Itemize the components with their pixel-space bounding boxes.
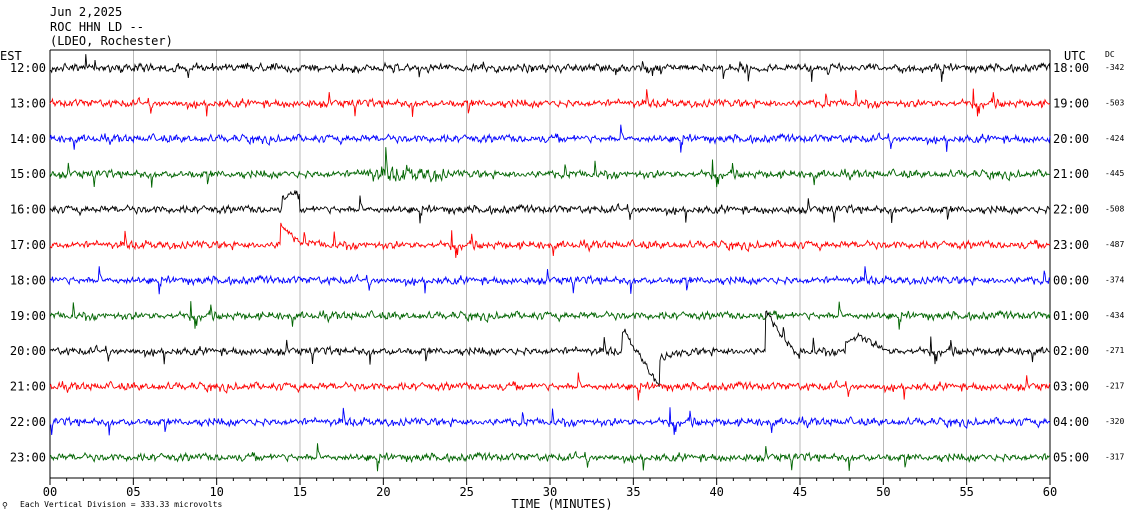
trace-18:00 bbox=[49, 266, 1051, 295]
row-dc-value-14:00: -424 bbox=[1105, 134, 1124, 143]
row-label-local-20:00: 20:00 bbox=[10, 344, 46, 358]
x-tick-label-20: 20 bbox=[376, 485, 390, 499]
row-label-local-15:00: 15:00 bbox=[10, 167, 46, 181]
x-tick-label-05: 05 bbox=[126, 485, 140, 499]
x-tick-label-25: 25 bbox=[459, 485, 473, 499]
row-label-local-19:00: 19:00 bbox=[10, 309, 46, 323]
row-label-utc-04:00: 04:00 bbox=[1053, 415, 1089, 429]
x-tick-label-00: 00 bbox=[43, 485, 57, 499]
row-label-utc-19:00: 19:00 bbox=[1053, 96, 1089, 110]
x-tick-label-40: 40 bbox=[709, 485, 723, 499]
row-label-utc-20:00: 20:00 bbox=[1053, 132, 1089, 146]
x-tick-label-55: 55 bbox=[959, 485, 973, 499]
row-dc-value-15:00: -445 bbox=[1105, 169, 1124, 178]
row-label-local-14:00: 14:00 bbox=[10, 132, 46, 146]
row-dc-value-13:00: -503 bbox=[1105, 98, 1124, 107]
trace-16:00 bbox=[49, 190, 1051, 224]
trace-20:00 bbox=[49, 310, 1051, 388]
trace-19:00 bbox=[49, 301, 1051, 330]
row-label-local-18:00: 18:00 bbox=[10, 273, 46, 287]
row-dc-value-12:00: -342 bbox=[1105, 63, 1124, 72]
row-label-local-16:00: 16:00 bbox=[10, 203, 46, 217]
scale-icon: ⚲ bbox=[2, 501, 8, 510]
header-network: (LDEO, Rochester) bbox=[50, 34, 173, 48]
left-timezone-label: EST bbox=[0, 49, 22, 63]
x-tick-label-30: 30 bbox=[543, 485, 557, 499]
row-label-local-12:00: 12:00 bbox=[10, 61, 46, 75]
trace-21:00 bbox=[49, 372, 1051, 401]
x-axis-label: TIME (MINUTES) bbox=[511, 497, 612, 511]
header-date: Jun 2,2025 bbox=[50, 5, 122, 19]
x-axis-ticks: 00 05 10 15 20 25 30 35 40 45 50 55 60 bbox=[43, 478, 1057, 499]
trace-15:00 bbox=[49, 147, 1051, 188]
row-label-utc-22:00: 22:00 bbox=[1053, 203, 1089, 217]
row-dc-value-21:00: -217 bbox=[1105, 382, 1124, 391]
row-label-utc-21:00: 21:00 bbox=[1053, 167, 1089, 181]
dc-header-label: DC bbox=[1105, 50, 1115, 59]
trace-14:00 bbox=[49, 124, 1051, 153]
row-label-local-21:00: 21:00 bbox=[10, 380, 46, 394]
footer-scale-note: Each Vertical Division = 333.33 microvol… bbox=[20, 500, 222, 509]
header-station: ROC HHN LD -- bbox=[50, 20, 144, 34]
row-label-utc-05:00: 05:00 bbox=[1053, 450, 1089, 464]
row-dc-value-23:00: -317 bbox=[1105, 452, 1124, 461]
trace-23:00 bbox=[49, 443, 1051, 472]
row-dc-value-20:00: -271 bbox=[1105, 346, 1124, 355]
row-label-utc-23:00: 23:00 bbox=[1053, 238, 1089, 252]
x-tick-label-35: 35 bbox=[626, 485, 640, 499]
row-dc-value-17:00: -487 bbox=[1105, 240, 1124, 249]
x-tick-label-50: 50 bbox=[876, 485, 890, 499]
x-tick-label-60: 60 bbox=[1043, 485, 1057, 499]
right-timezone-label: UTC bbox=[1064, 49, 1086, 63]
row-label-local-13:00: 13:00 bbox=[10, 96, 46, 110]
row-dc-value-16:00: -508 bbox=[1105, 205, 1124, 214]
row-label-utc-03:00: 03:00 bbox=[1053, 380, 1089, 394]
row-label-utc-01:00: 01:00 bbox=[1053, 309, 1089, 323]
trace-12:00 bbox=[49, 54, 1051, 82]
row-dc-value-18:00: -374 bbox=[1105, 275, 1124, 284]
x-tick-label-15: 15 bbox=[293, 485, 307, 499]
row-labels: 12:00 18:00 -342 13:00 19:00 -503 14:00 20:00 -4… bbox=[10, 61, 1125, 464]
row-label-local-23:00: 23:00 bbox=[10, 450, 46, 464]
trace-17:00 bbox=[49, 222, 1051, 258]
row-label-utc-18:00: 18:00 bbox=[1053, 61, 1089, 75]
row-label-local-17:00: 17:00 bbox=[10, 238, 46, 252]
row-label-utc-02:00: 02:00 bbox=[1053, 344, 1089, 358]
row-label-utc-00:00: 00:00 bbox=[1053, 273, 1089, 287]
time-gridlines bbox=[49, 50, 1051, 478]
row-dc-value-22:00: -320 bbox=[1105, 417, 1124, 426]
trace-22:00 bbox=[49, 407, 1051, 436]
trace-group bbox=[49, 54, 1051, 472]
trace-13:00 bbox=[49, 88, 1051, 117]
row-dc-value-19:00: -434 bbox=[1105, 311, 1124, 320]
x-tick-label-45: 45 bbox=[793, 485, 807, 499]
row-label-local-22:00: 22:00 bbox=[10, 415, 46, 429]
x-tick-label-10: 10 bbox=[209, 485, 223, 499]
